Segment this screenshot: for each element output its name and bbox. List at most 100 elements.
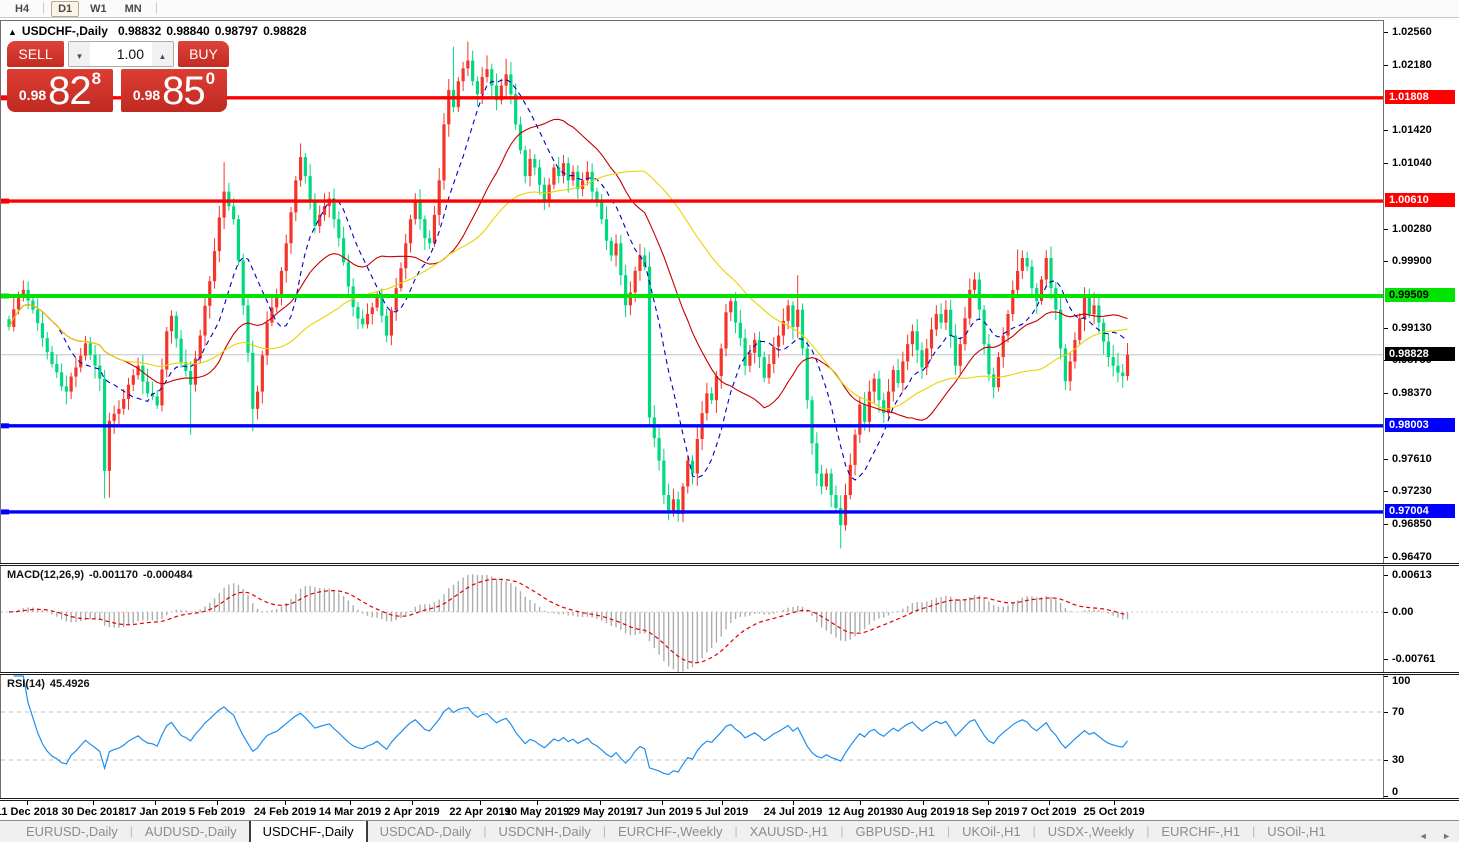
axis-tick-mark: [1384, 712, 1388, 713]
time-tick-mark: [1049, 801, 1050, 805]
panel-collapse-icon[interactable]: ▲: [8, 27, 17, 37]
axis-tick-label: 70: [1392, 706, 1405, 718]
tab-scroll-controls: ◄ ►: [1409, 826, 1451, 842]
axis-tick-mark: [1384, 163, 1388, 164]
macd-signal-value: -0.000484: [142, 569, 193, 581]
window-bottom-edge: [0, 798, 1459, 801]
macd-value: -0.001170: [89, 569, 138, 581]
level-price-label: 0.97004: [1385, 504, 1455, 518]
axis-tick-mark: [1384, 575, 1388, 576]
price-axis-column[interactable]: 1.02560 1.02180 1.01420 1.01040 1.00280 0.999…: [1383, 20, 1459, 798]
axis-tick-label: 0.96470: [1392, 551, 1432, 563]
level-price-label: 0.98003: [1385, 418, 1455, 432]
time-tick-mark: [923, 801, 924, 805]
axis-tick-mark: [1384, 760, 1388, 761]
axis-tick-mark: [1384, 796, 1388, 797]
rsi-axis[interactable]: 100 70 30 0: [1384, 675, 1459, 798]
symbol-name: USDCHF-,Daily: [21, 24, 108, 38]
quote-open: 0.98832: [117, 24, 162, 38]
level-price-label: 0.99509: [1385, 288, 1455, 302]
macd-pane: MACD(12,26,9) -0.001170 -0.000484: [0, 566, 1384, 672]
macd-axis[interactable]: 0.00613 0.00 -0.00761: [1384, 566, 1459, 672]
volume-increase-button[interactable]: ▲: [152, 42, 173, 66]
axis-tick-mark: [1384, 130, 1388, 131]
time-tick-mark: [412, 801, 413, 805]
tab-separator: |: [734, 824, 738, 838]
sell-price-pip: 8: [91, 69, 102, 88]
macd-name: MACD(12,26,9): [7, 569, 85, 581]
time-tick-mark: [480, 801, 481, 805]
rsi-canvas[interactable]: [1, 675, 1384, 798]
level-price-label: 1.01808: [1385, 90, 1455, 104]
chart-tab-gbpusd-h1[interactable]: GBPUSD-,H1: [855, 824, 935, 839]
sell-price[interactable]: 0.98 82 8: [7, 69, 113, 112]
time-tick-mark: [350, 801, 351, 805]
time-tick-label: 30 Dec 2018: [61, 806, 125, 818]
axis-tick-mark: [1384, 676, 1388, 677]
timeframe-toolbar: H4 D1 W1 MN: [0, 0, 1459, 18]
axis-tick-label: 0.99130: [1392, 322, 1432, 334]
tab-separator: |: [840, 824, 844, 838]
time-tick-label: 2 Apr 2019: [384, 806, 440, 818]
chart-tab-usdchf-daily[interactable]: USDCHF-,Daily: [248, 821, 368, 842]
axis-tick-mark: [1384, 261, 1388, 262]
axis-tick-label: 0.96850: [1392, 518, 1432, 530]
triangle-down-icon: ▼: [75, 51, 84, 61]
time-tick-mark: [860, 801, 861, 805]
chart-tab-usdcad-daily[interactable]: USDCAD-,Daily: [379, 824, 472, 839]
chart-tab-eurchf-weekly[interactable]: EURCHF-,Weekly: [618, 824, 723, 839]
price-chart-canvas[interactable]: [1, 21, 1384, 564]
time-tick-mark: [1114, 801, 1115, 805]
axis-tick-mark: [1384, 229, 1388, 230]
volume-input[interactable]: [90, 42, 152, 66]
tab-scroll-right-icon[interactable]: ►: [1442, 831, 1451, 841]
timeframe-button-mn[interactable]: MN: [118, 1, 149, 17]
pane-splitter[interactable]: [0, 672, 1459, 675]
macd-histogram: [13, 574, 1129, 672]
volume-decrease-button[interactable]: ▼: [69, 42, 90, 66]
macd-canvas[interactable]: [1, 566, 1384, 672]
timeframe-button-w1[interactable]: W1: [83, 1, 114, 17]
tab-scroll-left-icon[interactable]: ◄: [1418, 831, 1428, 841]
tab-separator: |: [1146, 824, 1150, 838]
axis-tick-label: 1.02560: [1392, 26, 1432, 38]
chart-tab-xauusd-h1[interactable]: XAUUSD-,H1: [749, 824, 829, 839]
toolbar-separator: [43, 2, 45, 14]
tab-separator: |: [1032, 824, 1036, 838]
time-tick-mark: [537, 801, 538, 805]
time-tick-label: 12 Aug 2019: [828, 806, 892, 818]
chart-tab-usdx-weekly[interactable]: USDX-,Weekly: [1047, 824, 1135, 839]
chart-tab-ukoil-h1[interactable]: UKOil-,H1: [962, 824, 1021, 839]
axis-tick-mark: [1384, 491, 1388, 492]
current-price-label: 0.98828: [1385, 347, 1455, 361]
chart-tab-usdcnh-daily[interactable]: USDCNH-,Daily: [498, 824, 591, 839]
sell-price-main: 82: [48, 69, 91, 113]
time-tick-label: 24 Feb 2019: [253, 806, 317, 818]
chart-tab-eurchf-h1[interactable]: EURCHF-,H1: [1161, 824, 1241, 839]
tab-separator: |: [129, 824, 133, 838]
axis-tick-label: 100: [1392, 675, 1411, 687]
axis-tick-label: -0.00761: [1392, 653, 1436, 665]
chart-tab-audusd-daily[interactable]: AUDUSD-,Daily: [144, 824, 237, 839]
pane-splitter[interactable]: [0, 563, 1459, 566]
chart-tab-eurusd-daily[interactable]: EURUSD-,Daily: [26, 824, 118, 839]
sell-button[interactable]: SELL: [7, 41, 64, 67]
moving-averages-layer: [8, 79, 1128, 481]
buy-price[interactable]: 0.98 85 0: [121, 69, 227, 112]
axis-tick-mark: [1384, 65, 1388, 66]
timeframe-button-h4[interactable]: H4: [8, 1, 36, 17]
support-resistance-lines[interactable]: [1, 95, 1384, 515]
chart-tab-usoil-h1[interactable]: USOil-,H1: [1267, 824, 1326, 839]
time-axis[interactable]: 11 Dec 2018 30 Dec 2018 17 Jan 2019 5 Feb 2…: [0, 801, 1383, 820]
quote-low: 0.98797: [214, 24, 259, 38]
axis-tick-mark: [1384, 524, 1388, 525]
price-axis[interactable]: 1.02560 1.02180 1.01420 1.01040 1.00280 0.999…: [1384, 20, 1459, 563]
time-tick-label: 17 Jun 2019: [630, 806, 694, 818]
tab-separator: |: [483, 824, 487, 838]
timeframe-button-d1[interactable]: D1: [51, 1, 80, 17]
triangle-up-icon: ▲: [158, 51, 167, 61]
time-tick-label: 30 Aug 2019: [891, 806, 955, 818]
buy-button[interactable]: BUY: [178, 41, 229, 67]
buy-price-prefix: 0.98: [132, 87, 161, 103]
